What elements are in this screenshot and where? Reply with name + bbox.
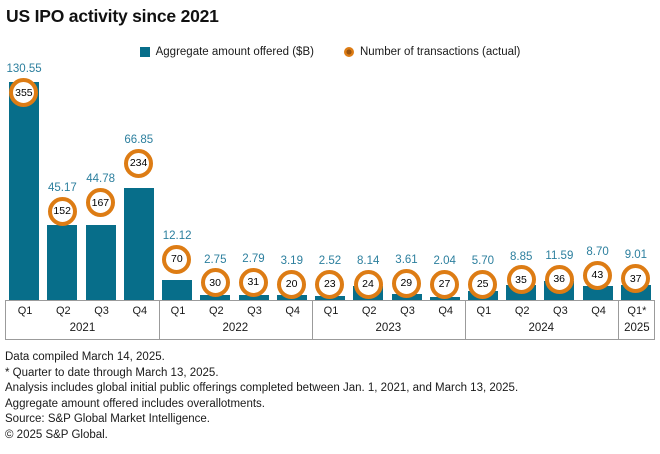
- transactions-marker-2023 Q4: 27: [430, 269, 459, 299]
- transactions-marker-2024 Q2: 35: [506, 265, 536, 295]
- quarter-label-2025-Q1*: Q1*: [627, 305, 647, 317]
- transactions-marker-2023 Q1: 23: [315, 269, 345, 299]
- quarter-label-2024-Q1: Q1: [476, 305, 492, 317]
- transactions-marker-2022 Q2: 30: [200, 268, 230, 298]
- bar-2022 Q1: [162, 279, 193, 300]
- quarter-label-2023-Q3: Q3: [400, 305, 415, 317]
- bar-2024 Q4: [582, 285, 613, 300]
- chart-title: US IPO activity since 2021: [6, 6, 219, 26]
- value-label-2024 Q1: 5.70: [471, 255, 495, 267]
- transactions-marker-2022 Q4: 20: [277, 269, 307, 299]
- bar-series-swatch-icon: [139, 47, 150, 57]
- year-label-2023: 2023: [375, 322, 402, 334]
- quarter-label-2021-Q2: Q2: [55, 305, 71, 317]
- transactions-marker-2023 Q3: 29: [391, 268, 421, 298]
- value-label-2024 Q2: 8.85: [509, 250, 533, 263]
- year-label-2024: 2024: [528, 322, 555, 334]
- transactions-marker-2023 Q2: 24: [353, 269, 383, 299]
- footnote-line: * Quarter to date through March 13, 2025…: [5, 366, 219, 379]
- bar-2021 Q1: [9, 82, 40, 300]
- footnote-line: Analysis includes global initial public …: [5, 382, 519, 395]
- value-label-2021 Q1: 130.55: [6, 63, 42, 76]
- quarter-label-2024-Q4: Q4: [591, 305, 606, 317]
- value-label-2023 Q1: 2.52: [318, 255, 342, 267]
- value-label-2023 Q3: 3.61: [395, 254, 418, 266]
- year-separator: [464, 301, 466, 339]
- value-label-2024 Q4: 8.70: [586, 245, 609, 258]
- value-label-2022 Q2: 2.75: [204, 253, 227, 266]
- year-separator: [311, 301, 313, 339]
- legend-item-amount-label: Aggregate amount offered ($B): [155, 46, 314, 58]
- value-label-2022 Q4: 3.19: [280, 255, 303, 267]
- value-label-2022 Q3: 2.79: [242, 252, 265, 265]
- value-label-2022 Q1: 12.12: [162, 230, 192, 243]
- quarter-label-2022-Q2: Q2: [208, 305, 224, 317]
- bar-2022 Q3: [238, 295, 269, 300]
- quarter-label-2021-Q4: Q4: [132, 305, 148, 317]
- legend-item-amount: Aggregate amount offered ($B): [139, 46, 314, 58]
- transactions-marker-2021 Q1: 355: [9, 78, 39, 107]
- year-label-2021: 2021: [69, 322, 96, 334]
- bar-2021 Q4: [123, 188, 154, 300]
- footnotes: Data compiled March 14, 2025. * Quarter …: [5, 350, 655, 444]
- value-label-2025 Q1*: 9.01: [624, 249, 648, 262]
- quarter-label-2021-Q3: Q3: [94, 305, 109, 317]
- year-separator: [158, 301, 160, 339]
- legend-item-transactions: Number of transactions (actual): [343, 46, 521, 58]
- footnote-line: Source: S&P Global Market Intelligence.: [5, 413, 210, 426]
- quarter-label-2024-Q2: Q2: [514, 305, 530, 317]
- transactions-marker-2021 Q4: 234: [124, 148, 154, 178]
- transactions-marker-2025 Q1*: 37: [621, 264, 651, 294]
- bar-2021 Q2: [47, 224, 78, 300]
- year-label-2022: 2022: [222, 322, 249, 334]
- quarter-label-2022-Q3: Q3: [247, 305, 262, 317]
- quarter-label-2023-Q1: Q1: [323, 305, 339, 317]
- transactions-marker-2024 Q3: 36: [544, 264, 574, 294]
- scatter-series-swatch-icon: [343, 47, 354, 57]
- bar-2021 Q3: [85, 225, 116, 300]
- chart-legend: Aggregate amount offered ($B) Number of …: [0, 46, 660, 58]
- value-label-2021 Q2: 45.17: [48, 182, 77, 195]
- quarter-label-2024-Q3: Q3: [553, 305, 568, 317]
- quarter-label-2023-Q4: Q4: [438, 305, 454, 317]
- plot-area: 355 130.55 152 45.17 167 44.78 234 66.85 70 12.12…: [5, 63, 655, 300]
- legend-item-transactions-label: Number of transactions (actual): [359, 46, 521, 58]
- year-separator: [617, 301, 619, 339]
- x-axis-label-box: Q1 Q2 Q3 Q4 2021 Q1 Q2 Q3 Q4 2022 Q1 Q2 Q3 Q4 2023 Q1 Q2…: [5, 300, 655, 340]
- quarter-label-2021-Q1: Q1: [17, 305, 33, 317]
- quarter-label-2022-Q4: Q4: [285, 305, 301, 317]
- transactions-marker-2024 Q4: 43: [582, 260, 612, 290]
- transactions-marker-2024 Q1: 25: [468, 269, 498, 299]
- year-label-2025: 2025: [624, 322, 650, 334]
- transactions-marker-2021 Q3: 167: [85, 188, 115, 217]
- transactions-marker-2022 Q1: 70: [162, 244, 192, 274]
- value-label-2023 Q4: 2.04: [433, 255, 456, 267]
- footnote-line: © 2025 S&P Global.: [5, 428, 108, 441]
- quarter-label-2023-Q2: Q2: [361, 305, 377, 317]
- footnote-line: Aggregate amount offered includes overal…: [5, 397, 265, 410]
- value-label-2021 Q4: 66.85: [124, 134, 154, 147]
- quarter-label-2022-Q1: Q1: [170, 305, 186, 317]
- transactions-marker-2022 Q3: 31: [238, 267, 268, 297]
- footnote-line: Data compiled March 14, 2025.: [5, 351, 165, 363]
- value-label-2024 Q3: 11.59: [545, 249, 574, 262]
- value-label-2021 Q3: 44.78: [86, 173, 115, 186]
- transactions-marker-2021 Q2: 152: [47, 196, 77, 226]
- value-label-2023 Q2: 8.14: [356, 255, 380, 267]
- bar-2022 Q2: [200, 295, 231, 300]
